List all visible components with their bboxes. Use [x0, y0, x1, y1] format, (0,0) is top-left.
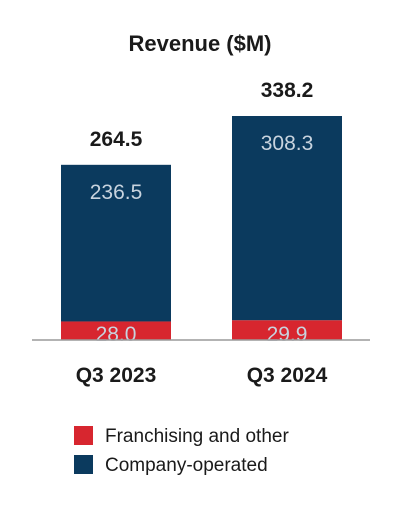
legend-swatch-company-operated: [74, 455, 93, 474]
bar-total-label: 338.2: [261, 79, 314, 102]
legend-swatch-franchising: [74, 426, 93, 445]
x-tick-label: Q3 2023: [76, 364, 157, 387]
x-tick-label: Q3 2024: [247, 364, 328, 387]
bar-value-label: 29.9: [267, 323, 308, 346]
bar-segment-franchising-1: [61, 321, 171, 340]
legend: Franchising and other Company-operated: [74, 426, 289, 476]
legend-label: Franchising and other: [105, 426, 289, 447]
category-labels: Q3 2023 Q3 2024: [76, 364, 328, 387]
chart-title: Revenue ($M): [128, 31, 271, 56]
legend-label: Company-operated: [105, 455, 268, 476]
bar-segment-company-operated-1: [61, 164, 171, 322]
bar-value-label: 236.5: [90, 181, 143, 204]
bars-group: 28.0 236.5 264.5 29.9 308.3 338.2: [61, 79, 342, 346]
bar-total-label: 264.5: [90, 128, 143, 151]
bar-value-label: 308.3: [261, 132, 314, 155]
bar-segment-franchising-2: [232, 320, 342, 340]
bar-segment-company-operated-2: [232, 116, 342, 321]
bar-value-label: 28.0: [96, 323, 137, 346]
